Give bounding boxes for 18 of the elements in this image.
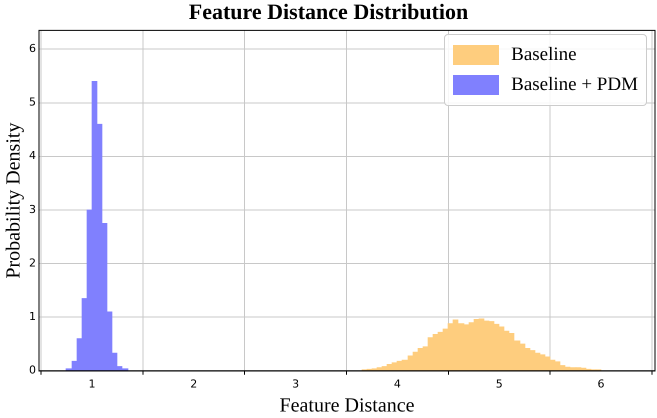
x-tick-label: 3 <box>292 377 300 390</box>
y-tick-label: 0 <box>29 364 36 377</box>
chart-title: Feature Distance Distribution <box>188 0 468 24</box>
legend-label: Baseline <box>511 44 577 66</box>
y-tick-label: 2 <box>29 256 36 270</box>
y-tick-label: 1 <box>29 310 36 324</box>
x-tick-label: 2 <box>190 377 198 390</box>
y-tick-label: 5 <box>29 96 36 109</box>
y-tick-label: 6 <box>29 42 36 56</box>
x-tick-label: 6 <box>598 377 605 390</box>
legend-label: Baseline + PDM <box>511 74 638 96</box>
x-tick-label: 4 <box>394 377 401 390</box>
x-tick-label: 5 <box>496 377 503 390</box>
y-tick-label: 3 <box>29 202 36 216</box>
x-axis-title: Feature Distance <box>280 394 415 416</box>
y-axis-title: Probability Density <box>2 122 24 279</box>
y-tick-label: 4 <box>29 149 36 162</box>
x-tick-label: 1 <box>88 377 96 390</box>
